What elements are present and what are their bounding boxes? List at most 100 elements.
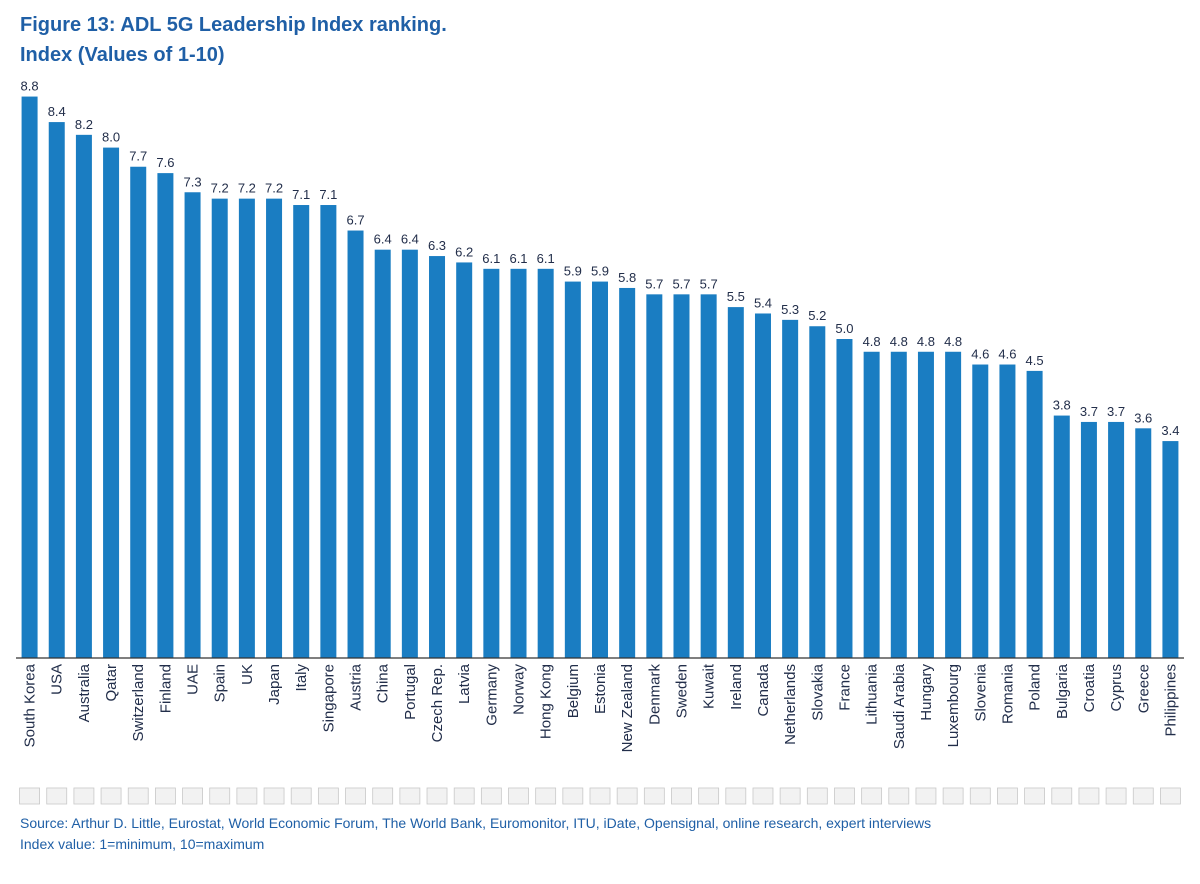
category-label: Sweden: [673, 664, 690, 718]
bar-uae: [184, 192, 201, 658]
bar-germany: [483, 268, 500, 658]
bar-sweden: [673, 294, 690, 658]
value-label: 5.7: [700, 276, 718, 291]
value-label: 7.2: [211, 181, 229, 196]
flag-icon: [1132, 787, 1154, 805]
value-label: 6.4: [401, 232, 419, 247]
value-label: 4.8: [863, 334, 881, 349]
bar-croatia: [1080, 421, 1097, 658]
bar-slovenia: [972, 364, 989, 658]
bar-austria: [347, 230, 364, 659]
bar-south-korea: [21, 96, 38, 658]
bar-ireland: [727, 307, 744, 658]
bar-czech-rep-: [429, 256, 446, 658]
bar-luxembourg: [945, 351, 962, 658]
flag-icon: [290, 787, 312, 805]
bar-qatar: [103, 147, 120, 658]
bar-romania: [999, 364, 1016, 658]
value-label: 5.9: [591, 264, 609, 279]
category-label: France: [836, 664, 853, 711]
category-label: Romania: [999, 663, 1016, 724]
category-label: USA: [49, 664, 66, 695]
value-label: 7.7: [129, 149, 147, 164]
flag-icon: [372, 787, 394, 805]
value-label: 5.2: [808, 308, 826, 323]
bar-singapore: [320, 205, 337, 658]
bar-france: [836, 339, 853, 658]
value-label: 4.6: [998, 347, 1016, 362]
category-label: Singapore: [320, 664, 337, 732]
bar-slovakia: [809, 326, 826, 658]
flag-icon: [888, 787, 910, 805]
category-label: Lithuania: [864, 663, 881, 725]
value-label: 5.3: [781, 302, 799, 317]
value-label: 8.2: [75, 117, 93, 132]
value-label: 6.1: [509, 251, 527, 266]
value-label: 6.7: [346, 213, 364, 228]
bar-saudi-arabia: [890, 351, 907, 658]
category-label: Japan: [266, 664, 283, 705]
category-label: Cyprus: [1108, 664, 1125, 712]
chart-subtitle: Index (Values of 1-10): [20, 44, 225, 66]
value-label: 6.1: [482, 251, 500, 266]
value-label: 8.4: [48, 104, 66, 119]
category-label: New Zealand: [619, 664, 636, 752]
bar-poland: [1026, 370, 1043, 658]
index-note: Index value: 1=minimum, 10=maximum: [20, 836, 265, 852]
flag-icon: [1160, 787, 1181, 805]
category-label: Ireland: [728, 664, 745, 710]
category-label: Denmark: [646, 664, 663, 725]
value-label: 3.6: [1134, 410, 1152, 425]
category-label: Italy: [293, 664, 310, 692]
flag-icon: [562, 787, 584, 805]
bar-cyprus: [1108, 421, 1125, 658]
flag-icon: [19, 787, 40, 805]
bar-switzerland: [130, 166, 147, 659]
category-label: Qatar: [103, 664, 120, 702]
flag-icon: [508, 787, 529, 805]
category-label: Estonia: [592, 663, 609, 714]
category-label: Spain: [212, 664, 229, 702]
value-label: 3.7: [1080, 404, 1098, 419]
flag-icon: [453, 787, 475, 805]
value-label: 7.1: [292, 187, 310, 202]
flag-icon: [997, 787, 1018, 805]
category-label: UAE: [185, 664, 202, 695]
bar-hungary: [917, 351, 934, 658]
bar-uk: [238, 198, 255, 658]
bar-china: [374, 249, 391, 658]
category-label: Portugal: [402, 664, 419, 720]
category-label: Czech Rep.: [429, 664, 446, 742]
category-label: Hong Kong: [538, 664, 555, 739]
flag-icon: [589, 787, 611, 805]
category-label: UK: [239, 664, 256, 685]
category-label: South Korea: [22, 663, 39, 747]
bar-kuwait: [700, 294, 717, 658]
bar-netherlands: [782, 319, 799, 658]
flag-icon: [209, 787, 231, 805]
value-label: 5.4: [754, 295, 772, 310]
flag-icon: [1024, 787, 1045, 805]
flag-icon: [426, 787, 448, 805]
category-label: Greece: [1135, 664, 1152, 713]
value-label: 4.8: [917, 334, 935, 349]
flag-icon: [915, 787, 937, 805]
value-label: 3.7: [1107, 404, 1125, 419]
value-label: 4.5: [1026, 353, 1044, 368]
bar-usa: [48, 122, 65, 658]
category-label: Germany: [483, 664, 500, 726]
flag-icon: [345, 787, 366, 805]
flag-icon: [834, 787, 855, 805]
category-label: Croatia: [1081, 663, 1098, 712]
value-label: 5.8: [618, 270, 636, 285]
bar-hong-kong: [537, 268, 554, 658]
value-label: 6.2: [455, 244, 473, 259]
category-label: Slovakia: [809, 663, 826, 720]
bar-new-zealand: [619, 287, 636, 658]
value-label: 5.9: [564, 264, 582, 279]
flag-icon: [1051, 787, 1073, 805]
category-label: Switzerland: [130, 664, 147, 742]
bar-greece: [1135, 428, 1152, 658]
value-label: 7.6: [156, 155, 174, 170]
value-label: 7.2: [238, 181, 256, 196]
